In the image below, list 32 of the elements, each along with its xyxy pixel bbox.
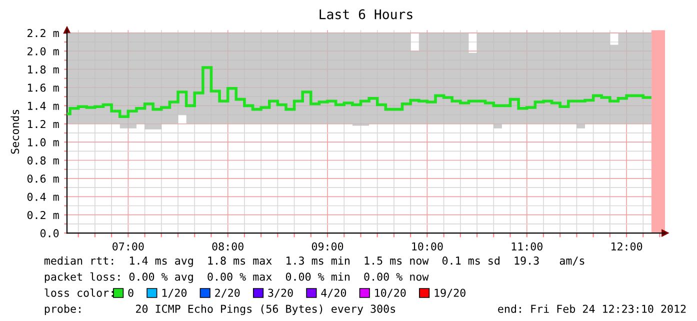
y-tick-label: 0.4 m [27,192,59,201]
y-tick-label: 1.6 m [28,84,59,92]
y-tick-label: 2.0 m [28,47,59,56]
y-axis-title: Seconds [10,110,20,154]
y-tick-label: 0.8 m [27,156,59,165]
y-tick-label: 2.2 m [28,29,59,38]
y-tick-label: 1.2 m [28,120,59,128]
y-tick-label: 1.0 m [28,138,59,146]
y-tick-label: 0.6 m [27,174,59,183]
legend-label: 3/20 [268,288,293,298]
legend-label: 19/20 [434,288,466,298]
legend-title: loss color: [44,288,114,297]
chart-title: Last 6 Hours [320,9,412,20]
text: probe: 20 ICMP Echo Pings (56 Bytes) every 300s [44,304,396,316]
x-tick-label: 10:00 [412,242,443,251]
legend-label: 10/20 [375,288,406,298]
x-tick-label: 07:00 [112,242,144,251]
x-tick-label: 09:00 [312,242,344,251]
x-tick-label: 08:00 [212,242,244,251]
text: packet loss: 0.00 % avg 0.00 % max 0.00 % min 0.00 % now [44,272,429,283]
x-tick-label: 12:00 [612,242,642,251]
x-tick-label: 11:00 [512,242,542,251]
legend-label: 4/20 [321,288,346,298]
text: end: Fri Feb 24 12:23:10 2012 [498,304,686,313]
legend-label: 0 [128,288,134,297]
legend-label: 1/20 [162,288,187,298]
legend-label: 2/20 [215,288,240,298]
text: median rtt: 1.4 ms avg 1.8 ms max 1.3 ms min 1.5 ms now 0.1 ms sd 19.3 am/s [44,256,584,267]
y-tick-label: 0.0 [40,229,59,238]
y-tick-label: 1.4 m [28,102,59,110]
y-tick-label: 1.8 m [28,65,59,74]
y-tick-label: 0.2 m [27,210,59,220]
